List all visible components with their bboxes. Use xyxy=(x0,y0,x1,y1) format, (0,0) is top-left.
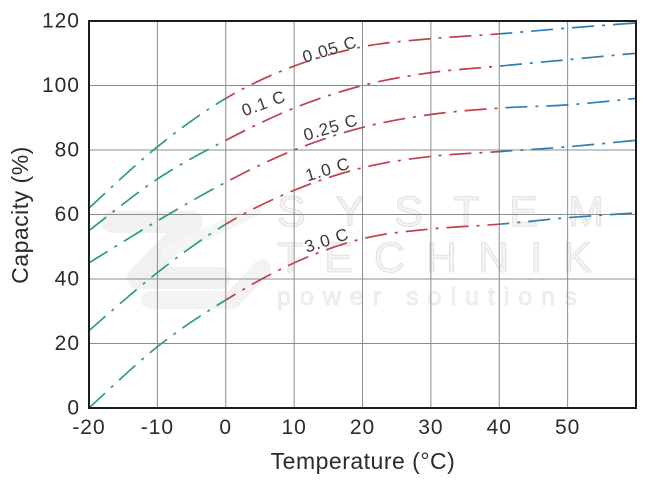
watermark-line3: power solutions xyxy=(277,283,586,312)
y-tick-60: 60 xyxy=(55,203,80,226)
curve-1.0C-segment-2 xyxy=(499,139,636,153)
x-tick-10: 10 xyxy=(281,416,306,439)
y-tick-120: 120 xyxy=(42,10,80,33)
watermark-line1: SYSTEM xyxy=(276,187,634,236)
x-tick-20: 20 xyxy=(350,416,375,439)
x-tick-0: 0 xyxy=(219,416,232,439)
x-axis-title: Temperature (°C) xyxy=(270,448,456,474)
curve-0.25C-segment-2 xyxy=(499,97,636,109)
x-tick--20: -20 xyxy=(72,416,105,439)
y-axis-title: Capacity (%) xyxy=(7,146,33,284)
curve-0.1C-segment-0 xyxy=(89,139,226,232)
x-tick-30: 30 xyxy=(418,416,443,439)
x-tick--10: -10 xyxy=(141,416,174,439)
curve-0.25C-segment-0 xyxy=(89,181,226,264)
y-tick-0: 0 xyxy=(67,397,80,420)
curve-0.05C-segment-2 xyxy=(499,22,636,35)
y-tick-100: 100 xyxy=(42,74,80,97)
curve-3.0C-segment-2 xyxy=(499,212,636,226)
y-tick-80: 80 xyxy=(55,139,80,162)
curve-0.25C-segment-1 xyxy=(225,107,500,184)
x-tick-50: 50 xyxy=(555,416,580,439)
x-tick-40: 40 xyxy=(487,416,512,439)
y-tick-40: 40 xyxy=(55,268,80,291)
curve-0.1C-segment-2 xyxy=(499,52,636,67)
plot-frame xyxy=(88,20,637,409)
y-tick-20: 20 xyxy=(55,332,80,355)
watermark-line2: TECHNIK xyxy=(276,233,613,282)
